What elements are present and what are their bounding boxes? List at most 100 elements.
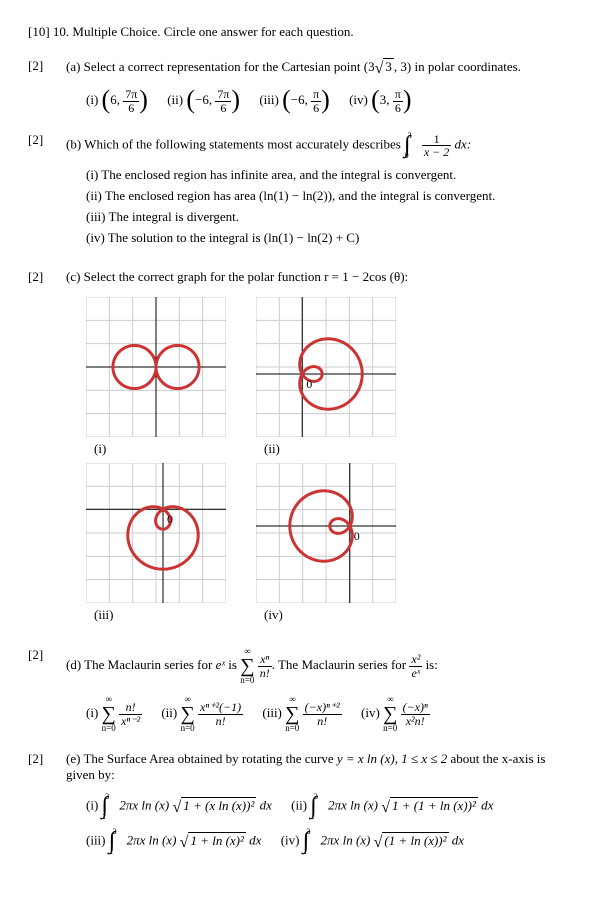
opt-r: 6 — [110, 92, 117, 107]
option-a-iv[interactable]: (iv) (3, π6) — [349, 88, 411, 114]
svg-text:0: 0 — [354, 529, 360, 543]
graph-i-svg — [86, 297, 226, 437]
prompt-a-pre: (a) Select a correct representation for … — [66, 59, 375, 74]
outer: 2πx ln (x) — [127, 833, 177, 848]
prompt-b: (b) Which of the following statements mo… — [66, 137, 401, 152]
question-header: [10] 10. Multiple Choice. Circle one ans… — [28, 24, 572, 40]
integrand-b: 1x − 2 — [422, 133, 451, 159]
integral-b: ∫30 — [404, 132, 419, 159]
dx: dx — [249, 833, 261, 848]
opt-label: (ii) — [291, 798, 307, 813]
svg-text:0: 0 — [167, 512, 173, 526]
option-e-i[interactable]: (i) ∫21 2πx ln (x) √1 + (x ln (x))² dx — [86, 793, 272, 820]
dx: dx — [260, 798, 272, 813]
graph-iv[interactable]: 0 (iv) — [256, 463, 396, 623]
option-d-ii[interactable]: (ii) ∞∑n=0 xⁿ⁺²(−1)n! — [161, 695, 243, 733]
sub-options-b: (i) The enclosed region has infinite are… — [86, 167, 572, 246]
num: (−x)ⁿ — [401, 701, 430, 715]
option-a-i[interactable]: (i) (6, 7π6) — [86, 88, 148, 114]
dx: dx — [481, 798, 493, 813]
rad: 1 + ln (x)² — [188, 832, 245, 849]
option-a-iii[interactable]: (iii) (−6, π6) — [259, 88, 330, 114]
opt-num: π — [393, 88, 403, 102]
content-a: (a) Select a correct representation for … — [66, 58, 572, 114]
ex: eˣ — [216, 657, 225, 672]
opt-label: (iv) — [349, 92, 368, 107]
outer: 2πx ln (x) — [119, 798, 169, 813]
rad: 1 + (1 + ln (x))² — [390, 797, 478, 814]
option-e-iii[interactable]: (iii) ∫21 2πx ln (x) √1 + ln (x)² dx — [86, 828, 261, 855]
outer: 2πx ln (x) — [328, 798, 378, 813]
points-d: [2] — [28, 647, 66, 663]
option-d-iii[interactable]: (iii) ∞∑n=0 (−x)ⁿ⁺²n! — [262, 695, 341, 733]
num: x² — [409, 653, 422, 667]
option-d-i[interactable]: (i) ∞∑n=0 n!xⁿ⁻² — [86, 695, 142, 733]
u: 2 — [112, 827, 116, 836]
l: 1 — [311, 812, 315, 821]
dx: dx: — [455, 137, 472, 152]
rad: 1 + (x ln (x))² — [181, 797, 256, 814]
svg-text:0: 0 — [306, 377, 312, 391]
option-a-ii[interactable]: (ii) (−6, 7π6) — [167, 88, 240, 114]
part-a: [2] (a) Select a correct representation … — [28, 58, 572, 114]
option-d-iv[interactable]: (iv) ∞∑n=0 (−x)ⁿx²n! — [361, 695, 430, 733]
content-c: (c) Select the correct graph for the pol… — [66, 269, 572, 629]
num: n! — [119, 701, 142, 715]
opt-den: 6 — [393, 102, 403, 115]
opt-den: 6 — [123, 102, 139, 115]
opt-label: (iii) — [86, 833, 106, 848]
graph-label: (iii) — [94, 607, 226, 623]
curve: y = x ln (x), 1 ≤ x ≤ 2 — [337, 751, 447, 766]
b: n=0 — [383, 724, 397, 733]
u: 2 — [314, 792, 318, 801]
graph-ii[interactable]: 0 (ii) — [256, 297, 396, 457]
option-e-ii[interactable]: (ii) ∫21 2πx ln (x) √1 + (1 + ln (x))² d… — [291, 793, 493, 820]
graph-label: (iv) — [264, 607, 396, 623]
den: n! — [258, 667, 272, 680]
part-e: [2] (e) The Surface Area obtained by rot… — [28, 751, 572, 863]
option-b-iv[interactable]: (iv) The solution to the integral is (ln… — [86, 230, 572, 246]
prompt-d-b: is — [225, 657, 240, 672]
part-d: [2] (d) The Maclaurin series for eˣ is ∞… — [28, 647, 572, 733]
l: 1 — [109, 847, 113, 856]
l: 1 — [303, 847, 307, 856]
opt-den: 6 — [215, 102, 231, 115]
opt-label: (ii) — [161, 705, 177, 720]
opt-r: −6 — [291, 92, 305, 107]
opt-label: (iii) — [259, 92, 279, 107]
den: xⁿ⁻² — [119, 715, 142, 728]
option-b-i[interactable]: (i) The enclosed region has infinite are… — [86, 167, 572, 183]
option-b-iii[interactable]: (iii) The integral is divergent. — [86, 209, 572, 225]
option-b-ii[interactable]: (ii) The enclosed region has area (ln(1)… — [86, 188, 572, 204]
graph-label: (i) — [94, 441, 226, 457]
outer: 2πx ln (x) — [321, 833, 371, 848]
opt-r: −6 — [195, 92, 209, 107]
prompt-d-c: . The Maclaurin series for — [272, 657, 410, 672]
graph-i[interactable]: (i) — [86, 297, 226, 457]
opt-label: (i) — [86, 92, 98, 107]
b: n=0 — [180, 724, 194, 733]
options-e: (i) ∫21 2πx ln (x) √1 + (x ln (x))² dx (… — [86, 793, 572, 855]
part-b: [2] (b) Which of the following statement… — [28, 132, 572, 251]
opt-den: 6 — [311, 102, 321, 115]
content-b: (b) Which of the following statements mo… — [66, 132, 572, 251]
options-a: (i) (6, 7π6) (ii) (−6, 7π6) (iii) (−6, π… — [86, 88, 572, 114]
opt-num: π — [311, 88, 321, 102]
dx: dx — [452, 833, 464, 848]
den: eˣ — [409, 667, 422, 680]
graph-iii[interactable]: 0 (iii) — [86, 463, 226, 623]
prompt-d-a: (d) The Maclaurin series for — [66, 657, 216, 672]
opt-label: (i) — [86, 798, 98, 813]
graph-label: (ii) — [264, 441, 396, 457]
points-c: [2] — [28, 269, 66, 285]
content-e: (e) The Surface Area obtained by rotatin… — [66, 751, 572, 863]
graph-grid: (i) 0 (ii) 0 (iii) 0 (iv) — [86, 297, 572, 623]
content-d: (d) The Maclaurin series for eˣ is ∞∑n=0… — [66, 647, 572, 733]
opt-label: (iv) — [361, 705, 380, 720]
opt-label: (i) — [86, 705, 98, 720]
num: xⁿ⁺²(−1) — [198, 701, 243, 715]
opt-num: 7π — [215, 88, 231, 102]
option-e-iv[interactable]: (iv) ∫21 2πx ln (x) √(1 + ln (x))² dx — [281, 828, 464, 855]
part-c: [2] (c) Select the correct graph for the… — [28, 269, 572, 629]
prompt-c: (c) Select the correct graph for the pol… — [66, 269, 408, 284]
